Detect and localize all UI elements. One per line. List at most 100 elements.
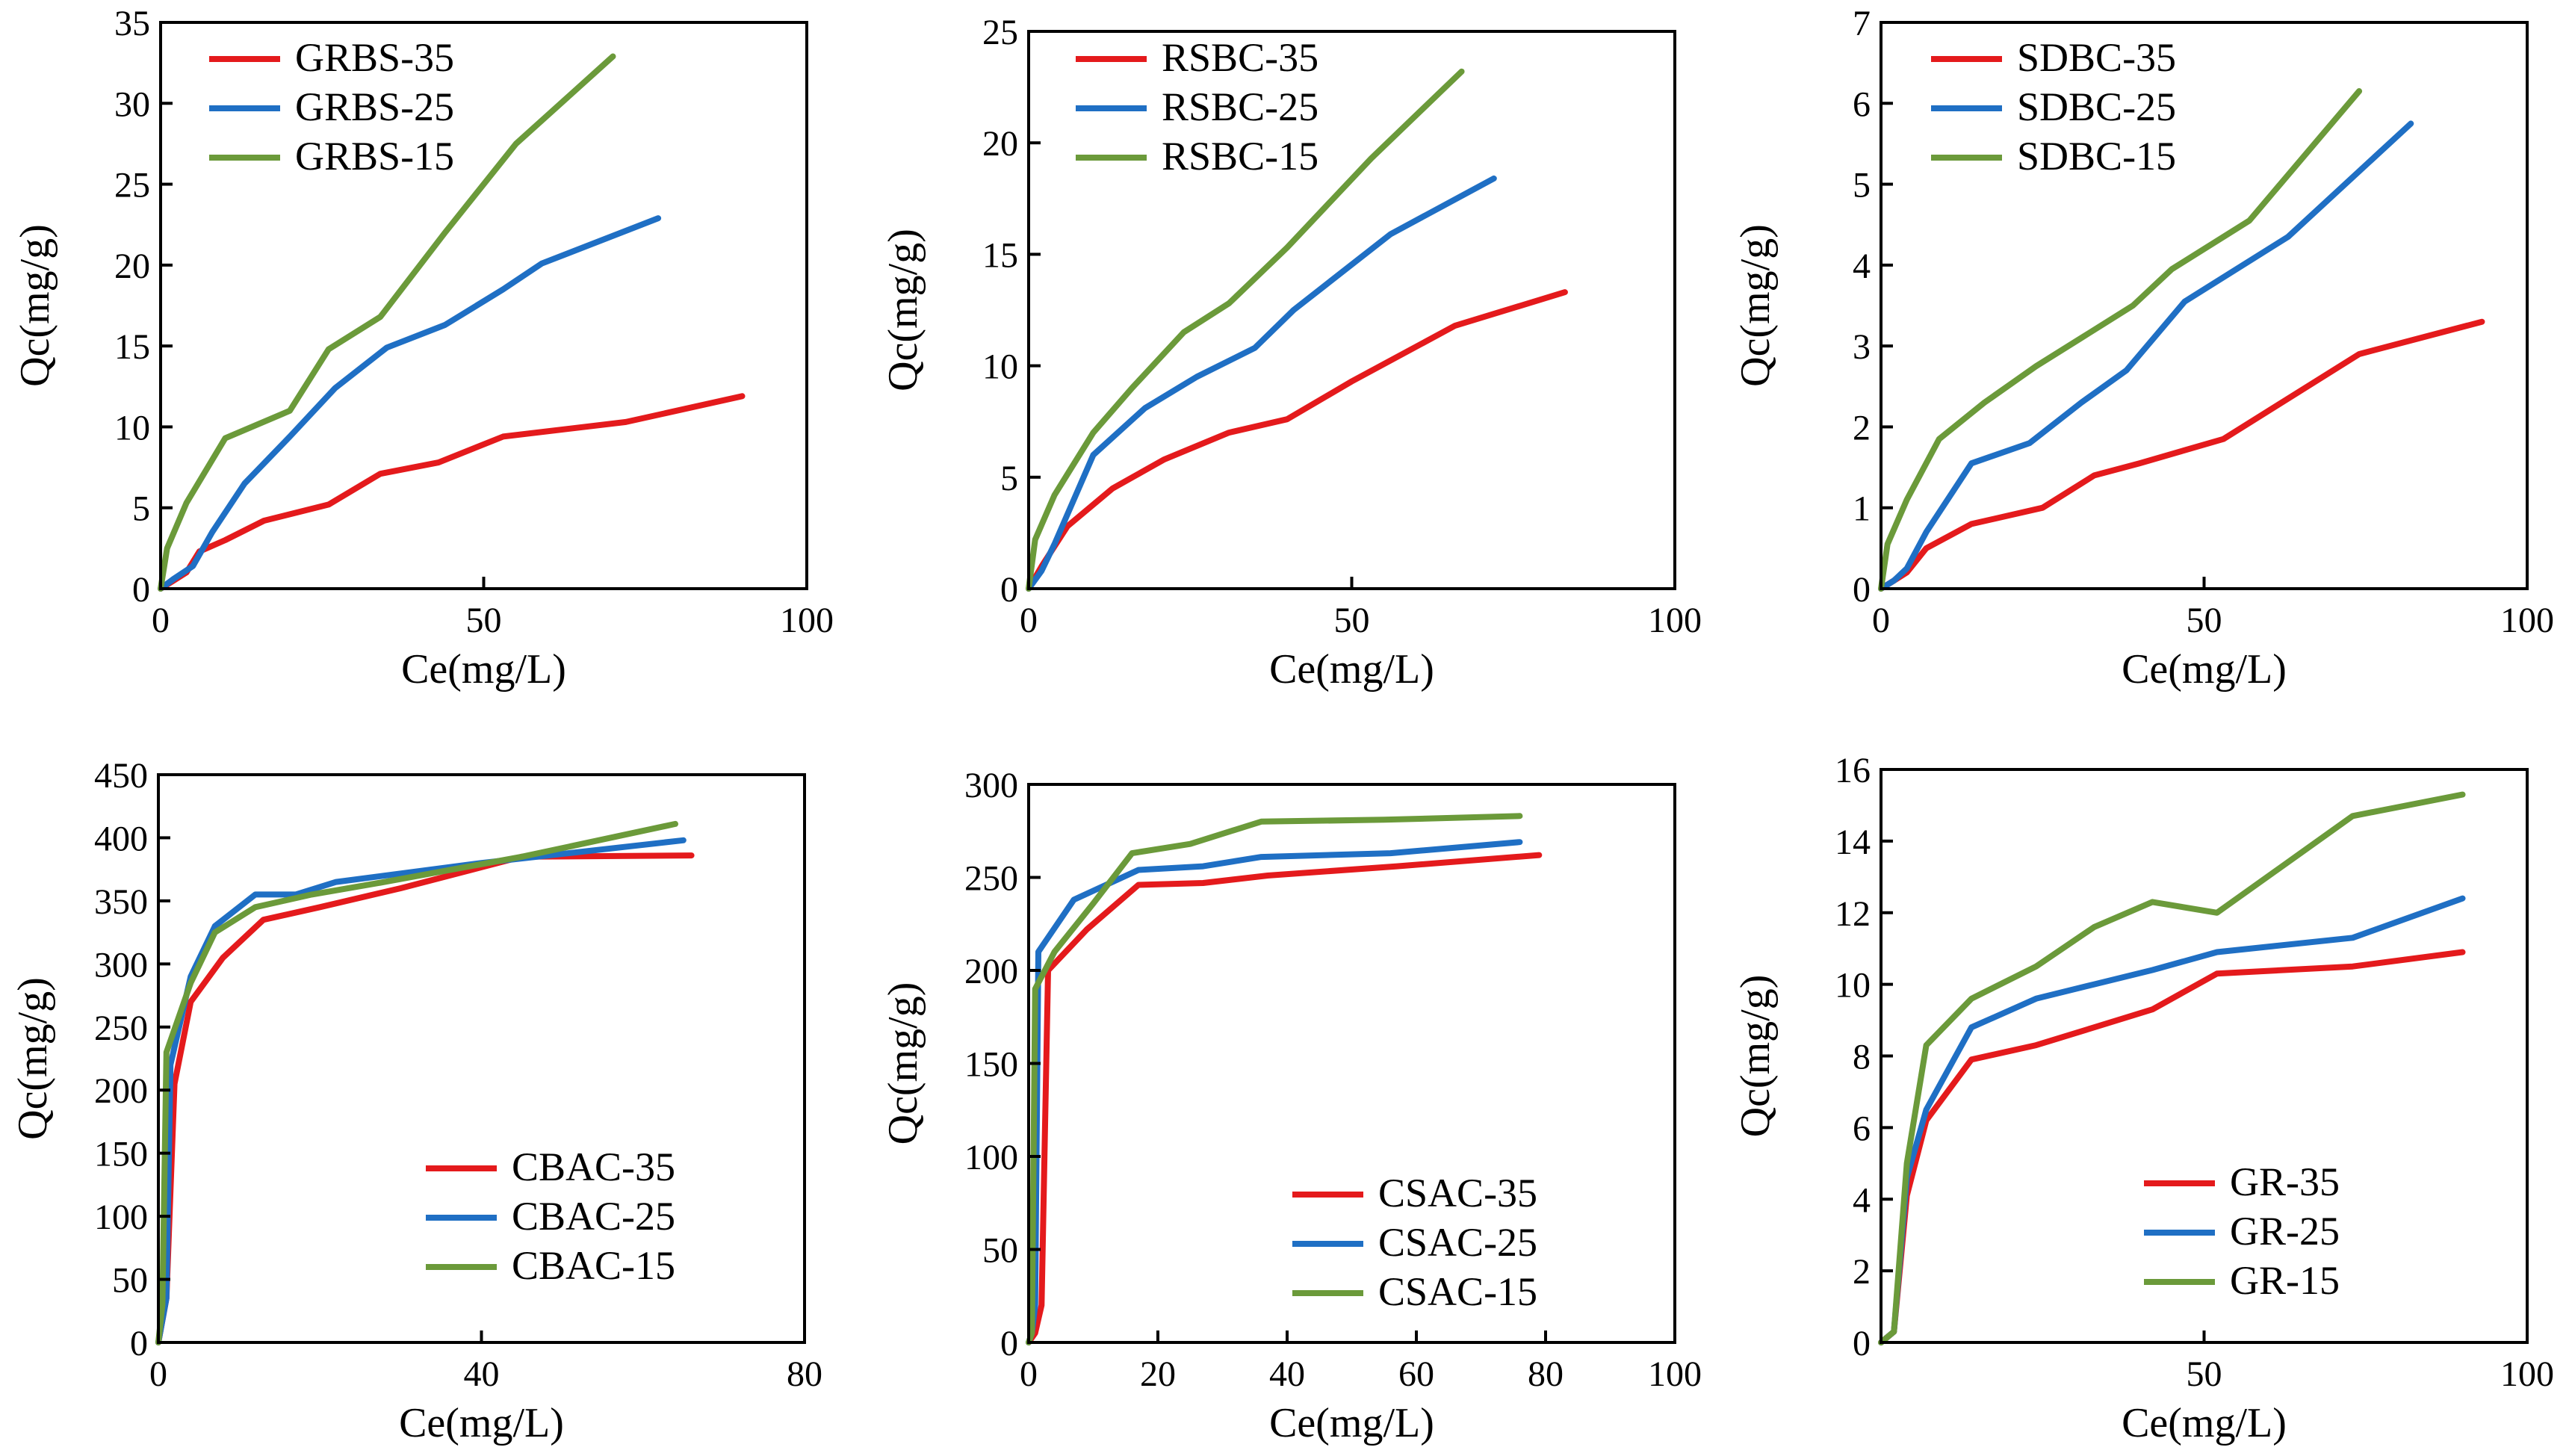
y-tick-label: 0 — [1000, 570, 1018, 610]
chart-panel-2: 0 50 1000510152025Ce(mg/L)Qc(mg/g)RSBC-35R… — [880, 13, 1702, 693]
y-tick-label: 0 — [130, 1324, 148, 1363]
y-axis-label: Qc(mg/g) — [880, 982, 926, 1145]
legend-label-rsbc-15: RSBC-15 — [1162, 134, 1318, 179]
y-tick-label: 3 — [1853, 327, 1871, 367]
y-tick-label: 12 — [1835, 894, 1871, 934]
y-axis-label: Qc(mg/g) — [12, 224, 58, 387]
y-tick-label: 150 — [94, 1135, 148, 1174]
legend-label-grbs-25: GRBS-25 — [295, 84, 454, 129]
series-line-rsbc-25 — [1026, 175, 1497, 592]
legend-label-cbac-25: CBAC-25 — [512, 1194, 675, 1239]
y-tick-label: 6 — [1853, 84, 1871, 124]
y-tick-label: 2 — [1853, 408, 1871, 447]
y-tick-label: 200 — [94, 1071, 148, 1111]
y-tick-label: 25 — [114, 166, 150, 205]
y-tick-label: 30 — [114, 84, 150, 124]
x-tick-label: 100 — [2500, 601, 2554, 640]
x-axis-label: Ce(mg/L) — [401, 646, 566, 693]
y-tick-label: 8 — [1853, 1038, 1871, 1077]
y-tick-label: 6 — [1853, 1109, 1871, 1148]
legend-label-gr-35: GR-35 — [2230, 1159, 2340, 1204]
chart-panel-6: 50 1000246810121416Ce(mg/L)Qc(mg/g)GR-35G… — [1732, 751, 2554, 1446]
y-tick-label: 300 — [964, 766, 1018, 805]
y-tick-label: 10 — [1835, 966, 1871, 1006]
y-tick-label: 15 — [982, 235, 1018, 275]
series-line-grbs-35 — [158, 393, 746, 592]
y-axis-label: Qc(mg/g) — [10, 977, 56, 1140]
y-tick-label: 14 — [1835, 823, 1871, 862]
series-line-grbs-15 — [158, 53, 616, 592]
series-line-sdbc-25 — [1878, 120, 2414, 592]
series-line-csac-35 — [1026, 852, 1543, 1345]
series-line-rsbc-15 — [1026, 68, 1465, 592]
x-tick-label: 100 — [1648, 601, 1702, 640]
y-tick-label: 7 — [1853, 4, 1871, 43]
legend-label-csac-25: CSAC-25 — [1378, 1220, 1537, 1265]
y-tick-label: 5 — [1853, 166, 1871, 205]
y-axis-label: Qc(mg/g) — [1732, 975, 1779, 1138]
chart-panel-3: 0 50 10001234567Ce(mg/L)Qc(mg/g)SDBC-35SDB… — [1732, 4, 2554, 693]
x-tick-label: 50 — [1334, 601, 1370, 640]
legend-label-sdbc-15: SDBC-15 — [2017, 134, 2176, 179]
series-line-grbs-25 — [158, 215, 662, 592]
x-axis-label: Ce(mg/L) — [2122, 1400, 2287, 1446]
chart-panel-4: 0 40 80 0 50 100 150 200 250 300 350 400 450 Ce(mg/L)… — [10, 756, 822, 1446]
legend-label-csac-35: CSAC-35 — [1378, 1171, 1537, 1215]
legend-label-cbac-35: CBAC-35 — [512, 1144, 675, 1189]
legend-label-grbs-35: GRBS-35 — [295, 35, 454, 80]
y-tick-label: 35 — [114, 4, 150, 43]
x-tick-label: 20 — [1140, 1354, 1176, 1394]
y-tick-label: 300 — [94, 945, 148, 985]
y-tick-label: 4 — [1853, 1180, 1871, 1220]
x-tick-label: 0 — [1872, 601, 1890, 640]
legend-label-cbac-15: CBAC-15 — [512, 1243, 675, 1288]
y-tick-label: 400 — [94, 819, 148, 858]
y-tick-label: 0 — [132, 570, 150, 610]
legend-label-sdbc-35: SDBC-35 — [2017, 35, 2176, 80]
plot-frame — [157, 773, 806, 1344]
series-line-sdbc-15 — [1878, 88, 2363, 592]
y-tick-label: 350 — [94, 882, 148, 922]
y-tick-label: 250 — [94, 1009, 148, 1048]
y-tick-label: 16 — [1835, 751, 1871, 790]
series-line-gr-15 — [1878, 791, 2466, 1345]
x-axis-label: Ce(mg/L) — [1269, 1400, 1434, 1446]
y-tick-label: 0 — [1853, 570, 1871, 610]
x-axis-label: Ce(mg/L) — [2122, 646, 2287, 693]
y-tick-label: 0 — [1853, 1324, 1871, 1363]
y-tick-label: 0 — [1000, 1324, 1018, 1363]
y-tick-label: 15 — [114, 327, 150, 367]
legend-label-csac-15: CSAC-15 — [1378, 1269, 1537, 1314]
series-line-sdbc-35 — [1878, 318, 2485, 592]
y-tick-label: 200 — [964, 952, 1018, 991]
x-tick-label: 0 — [149, 1354, 167, 1394]
y-tick-label: 25 — [982, 13, 1018, 52]
series-line-cbac-25 — [155, 837, 687, 1345]
series-line-csac-15 — [1026, 813, 1523, 1345]
y-tick-label: 20 — [114, 247, 150, 286]
x-tick-label: 80 — [787, 1354, 822, 1394]
y-tick-label: 5 — [132, 489, 150, 529]
x-tick-label: 0 — [1020, 1354, 1038, 1394]
y-tick-label: 50 — [982, 1231, 1018, 1271]
legend-label-gr-25: GR-25 — [2230, 1209, 2340, 1254]
x-tick-label: 0 — [152, 601, 170, 640]
x-tick-label: 0 — [1020, 601, 1038, 640]
x-tick-label: 50 — [2187, 1354, 2222, 1394]
x-tick-label: 100 — [780, 601, 834, 640]
x-tick-label: 100 — [1648, 1354, 1702, 1394]
x-tick-label: 40 — [464, 1354, 500, 1394]
x-tick-label: 40 — [1269, 1354, 1305, 1394]
y-tick-label: 100 — [964, 1138, 1018, 1177]
y-tick-label: 10 — [982, 347, 1018, 387]
y-axis-label: Qc(mg/g) — [880, 229, 926, 391]
y-tick-label: 5 — [1000, 459, 1018, 498]
series-line-cbac-15 — [155, 820, 678, 1345]
y-tick-label: 250 — [964, 859, 1018, 899]
x-tick-label: 50 — [2187, 601, 2222, 640]
y-tick-label: 2 — [1853, 1252, 1871, 1292]
